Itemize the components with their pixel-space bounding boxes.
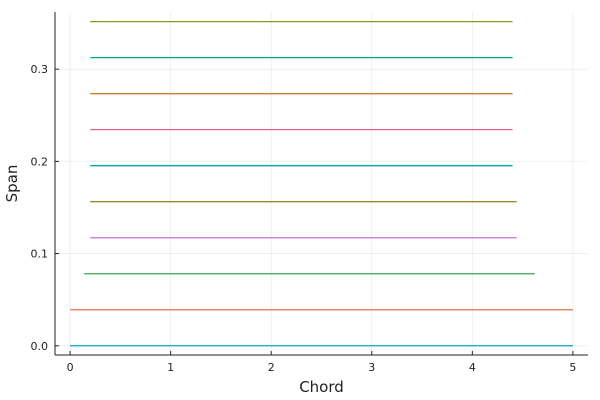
x-tick-label: 2 [268,361,275,374]
y-tick-label: 0.1 [31,248,49,261]
grid [55,12,588,355]
y-tick-label: 0.3 [31,63,49,76]
x-tick-label: 1 [167,361,174,374]
series-group [70,20,573,347]
y-tick-label: 0.0 [31,340,49,353]
y-axis-label: Span [3,165,21,203]
x-tick-label: 4 [469,361,476,374]
ticks: 0 1 2 3 4 5 0.0 0.1 0.2 0.3 [31,63,577,374]
x-tick-label: 0 [67,361,74,374]
y-tick-label: 0.2 [31,155,49,168]
x-tick-label: 5 [569,361,576,374]
x-axis-label: Chord [299,378,344,396]
axes [54,12,588,356]
x-tick-label: 3 [368,361,375,374]
